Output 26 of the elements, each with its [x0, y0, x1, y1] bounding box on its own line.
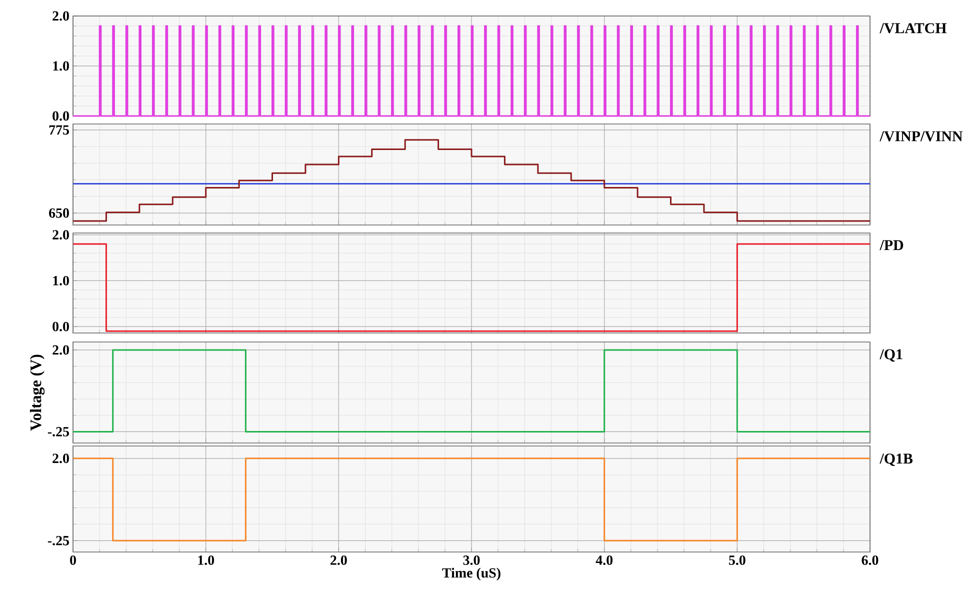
y-tick-label: -.25 — [48, 536, 69, 546]
y-tick-label: 2.0 — [52, 345, 69, 355]
x-tick-label: 6.0 — [862, 556, 878, 565]
text: /VLATCH — [880, 23, 946, 34]
y-tick-label: 0.0 — [52, 322, 69, 332]
x-tick-label: 3.0 — [463, 556, 480, 565]
y-tick-label: 1.0 — [53, 276, 69, 286]
text: /Q1B — [880, 454, 913, 466]
x-tick-label: 0 — [70, 556, 76, 565]
x-axis-title: Time (uS) — [442, 568, 500, 580]
y-tick-label: 1.0 — [53, 61, 69, 71]
y-tick-label: 2.0 — [52, 230, 69, 240]
y-tick-label: 2.0 — [52, 11, 69, 21]
y-tick-label: 2.0 — [52, 454, 69, 464]
y-tick-label: 775 — [49, 125, 69, 135]
text: /PD — [880, 240, 904, 250]
x-tick-label: 4.0 — [596, 556, 613, 565]
y-tick-label: -.25 — [48, 427, 69, 436]
x-tick-label: 5.0 — [729, 556, 746, 565]
text: /Q1 — [880, 349, 902, 362]
x-tick-label: 2.0 — [330, 556, 347, 565]
y-axis-title: Voltage (V) — [30, 354, 45, 431]
y-tick-label: 0.0 — [52, 111, 69, 121]
y-tick-label: 650 — [49, 208, 69, 218]
x-tick-label: 1.0 — [198, 556, 214, 565]
text: /VINP/VINN — [880, 131, 963, 142]
